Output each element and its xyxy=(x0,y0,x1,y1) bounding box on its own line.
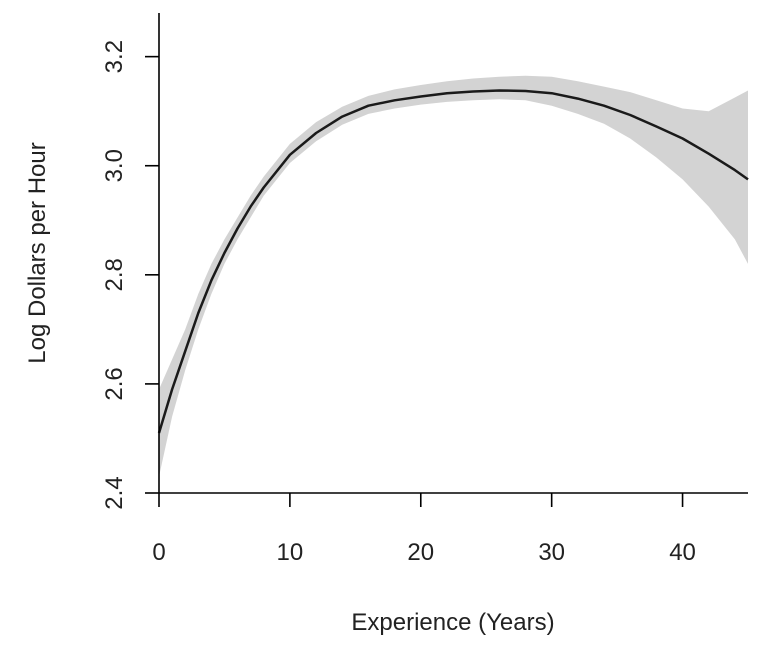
y-tick-label: 2.8 xyxy=(101,258,128,291)
x-tick-label: 40 xyxy=(669,539,696,566)
y-tick-label: 2.6 xyxy=(101,367,128,400)
x-axis-ticks: 0 10 20 30 40 xyxy=(152,493,696,566)
y-axis-title: Log Dollars per Hour xyxy=(24,142,51,363)
x-tick-label: 30 xyxy=(538,539,565,566)
x-axis-title: Experience (Years) xyxy=(351,609,554,636)
y-tick-label: 3.0 xyxy=(101,149,128,182)
y-axis-ticks: 2.4 2.6 2.8 3.0 3.2 xyxy=(101,40,159,510)
confidence-band xyxy=(159,75,748,477)
fit-line xyxy=(157,89,749,434)
x-tick-label: 10 xyxy=(277,539,304,566)
y-tick-label: 3.2 xyxy=(101,40,128,73)
x-tick-label: 20 xyxy=(407,539,434,566)
y-tick-label: 2.4 xyxy=(101,476,128,509)
x-tick-label: 0 xyxy=(152,539,165,566)
plot-area xyxy=(157,75,749,477)
